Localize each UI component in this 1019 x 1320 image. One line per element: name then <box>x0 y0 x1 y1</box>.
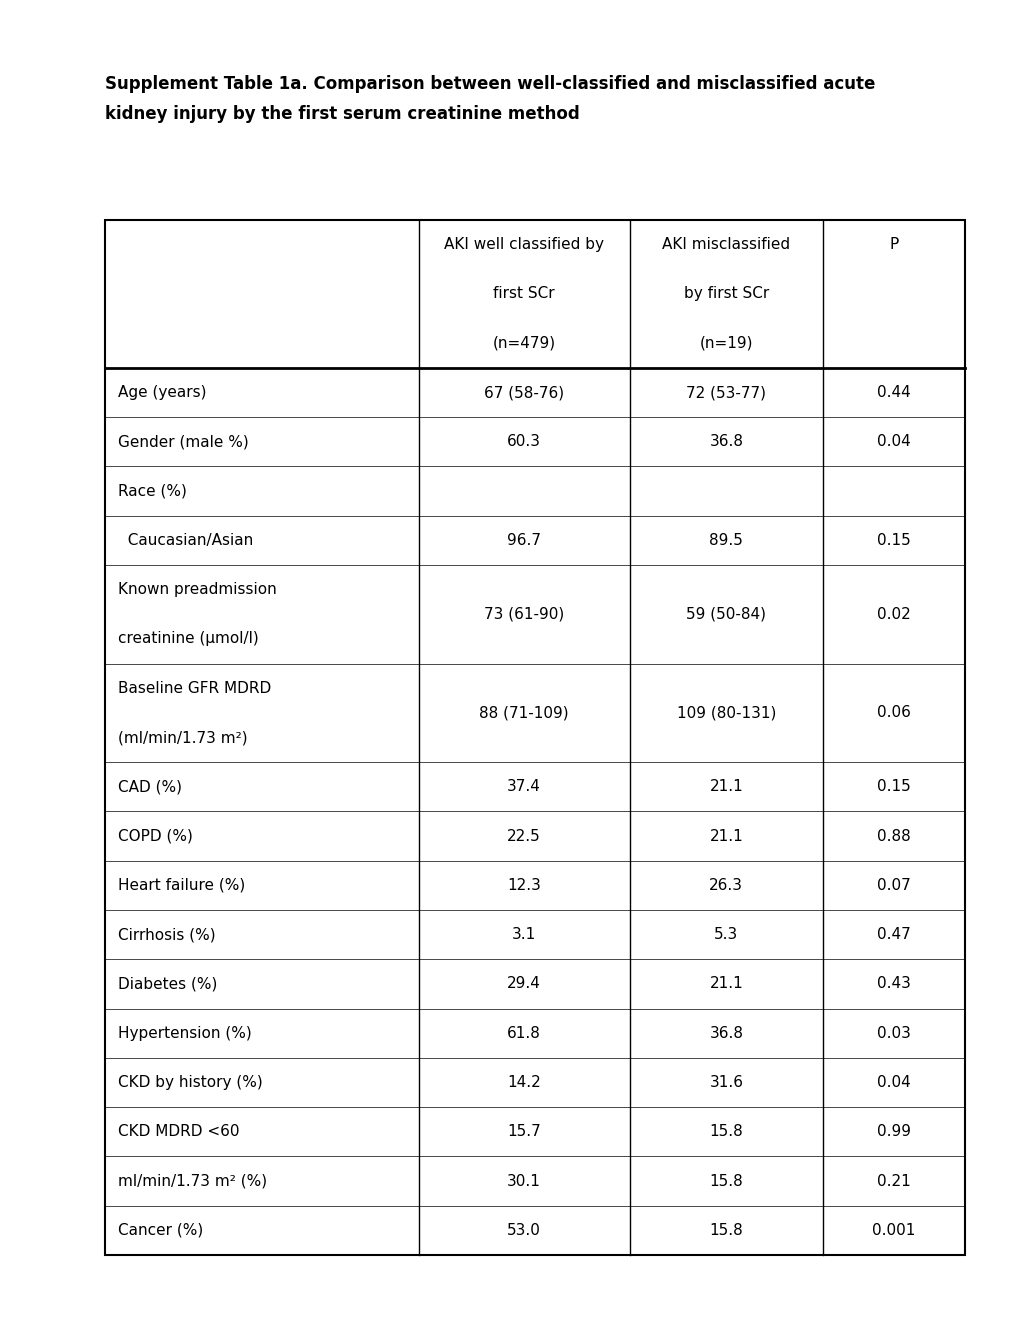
Text: AKI misclassified: AKI misclassified <box>661 238 790 252</box>
Text: 31.6: 31.6 <box>708 1074 743 1090</box>
Text: Cancer (%): Cancer (%) <box>118 1222 203 1238</box>
Bar <box>105 220 964 1255</box>
Text: 60.3: 60.3 <box>506 434 541 449</box>
Text: 0.04: 0.04 <box>876 434 910 449</box>
Text: 89.5: 89.5 <box>709 533 743 548</box>
Text: 14.2: 14.2 <box>506 1074 541 1090</box>
Text: 0.07: 0.07 <box>876 878 910 892</box>
Text: P: P <box>889 238 898 252</box>
Text: 0.44: 0.44 <box>876 385 910 400</box>
Text: CAD (%): CAD (%) <box>118 779 181 795</box>
Text: 30.1: 30.1 <box>506 1173 541 1188</box>
Text: 0.47: 0.47 <box>876 927 910 942</box>
Text: (n=19): (n=19) <box>699 335 752 351</box>
Text: 15.8: 15.8 <box>709 1222 743 1238</box>
Text: 15.8: 15.8 <box>709 1173 743 1188</box>
Text: first SCr: first SCr <box>493 286 554 301</box>
Text: CKD by history (%): CKD by history (%) <box>118 1074 263 1090</box>
Text: 0.02: 0.02 <box>876 607 910 622</box>
Text: 36.8: 36.8 <box>708 434 743 449</box>
Text: 53.0: 53.0 <box>506 1222 541 1238</box>
Text: ml/min/1.73 m² (%): ml/min/1.73 m² (%) <box>118 1173 267 1188</box>
Text: 0.04: 0.04 <box>876 1074 910 1090</box>
Text: 21.1: 21.1 <box>709 977 743 991</box>
Text: 37.4: 37.4 <box>506 779 541 795</box>
Text: Baseline GFR MDRD: Baseline GFR MDRD <box>118 681 271 696</box>
Text: 12.3: 12.3 <box>506 878 541 892</box>
Text: by first SCr: by first SCr <box>683 286 768 301</box>
Text: 29.4: 29.4 <box>506 977 541 991</box>
Text: 0.15: 0.15 <box>876 779 910 795</box>
Text: Known preadmission: Known preadmission <box>118 582 276 597</box>
Text: Diabetes (%): Diabetes (%) <box>118 977 217 991</box>
Text: 26.3: 26.3 <box>708 878 743 892</box>
Text: 5.3: 5.3 <box>713 927 738 942</box>
Text: 0.43: 0.43 <box>876 977 910 991</box>
Text: 0.88: 0.88 <box>876 829 910 843</box>
Text: Gender (male %): Gender (male %) <box>118 434 249 449</box>
Text: COPD (%): COPD (%) <box>118 829 193 843</box>
Text: 21.1: 21.1 <box>709 779 743 795</box>
Text: 0.03: 0.03 <box>876 1026 910 1040</box>
Text: 59 (50-84): 59 (50-84) <box>686 607 765 622</box>
Text: Heart failure (%): Heart failure (%) <box>118 878 245 892</box>
Text: Supplement Table 1a. Comparison between well-classified and misclassified acute: Supplement Table 1a. Comparison between … <box>105 75 874 92</box>
Text: CKD MDRD <60: CKD MDRD <60 <box>118 1125 239 1139</box>
Text: 0.21: 0.21 <box>876 1173 910 1188</box>
Text: 96.7: 96.7 <box>506 533 541 548</box>
Text: 0.99: 0.99 <box>876 1125 910 1139</box>
Text: 72 (53-77): 72 (53-77) <box>686 385 765 400</box>
Text: (n=479): (n=479) <box>492 335 555 351</box>
Text: Cirrhosis (%): Cirrhosis (%) <box>118 927 215 942</box>
Text: creatinine (μmol/l): creatinine (μmol/l) <box>118 631 259 647</box>
Text: 15.7: 15.7 <box>506 1125 541 1139</box>
Text: 15.8: 15.8 <box>709 1125 743 1139</box>
Text: Hypertension (%): Hypertension (%) <box>118 1026 252 1040</box>
Text: 61.8: 61.8 <box>506 1026 541 1040</box>
Text: 0.06: 0.06 <box>876 705 910 721</box>
Text: 0.15: 0.15 <box>876 533 910 548</box>
Text: 88 (71-109): 88 (71-109) <box>479 705 569 721</box>
Text: 109 (80-131): 109 (80-131) <box>676 705 775 721</box>
Text: 22.5: 22.5 <box>506 829 541 843</box>
Text: kidney injury by the first serum creatinine method: kidney injury by the first serum creatin… <box>105 106 579 123</box>
Text: 73 (61-90): 73 (61-90) <box>484 607 564 622</box>
Text: Caucasian/Asian: Caucasian/Asian <box>118 533 253 548</box>
Text: Age (years): Age (years) <box>118 385 206 400</box>
Text: 21.1: 21.1 <box>709 829 743 843</box>
Text: 36.8: 36.8 <box>708 1026 743 1040</box>
Text: 0.001: 0.001 <box>871 1222 915 1238</box>
Text: 67 (58-76): 67 (58-76) <box>484 385 564 400</box>
Text: AKI well classified by: AKI well classified by <box>444 238 603 252</box>
Text: (ml/min/1.73 m²): (ml/min/1.73 m²) <box>118 730 248 744</box>
Text: Race (%): Race (%) <box>118 483 186 499</box>
Text: 3.1: 3.1 <box>512 927 536 942</box>
